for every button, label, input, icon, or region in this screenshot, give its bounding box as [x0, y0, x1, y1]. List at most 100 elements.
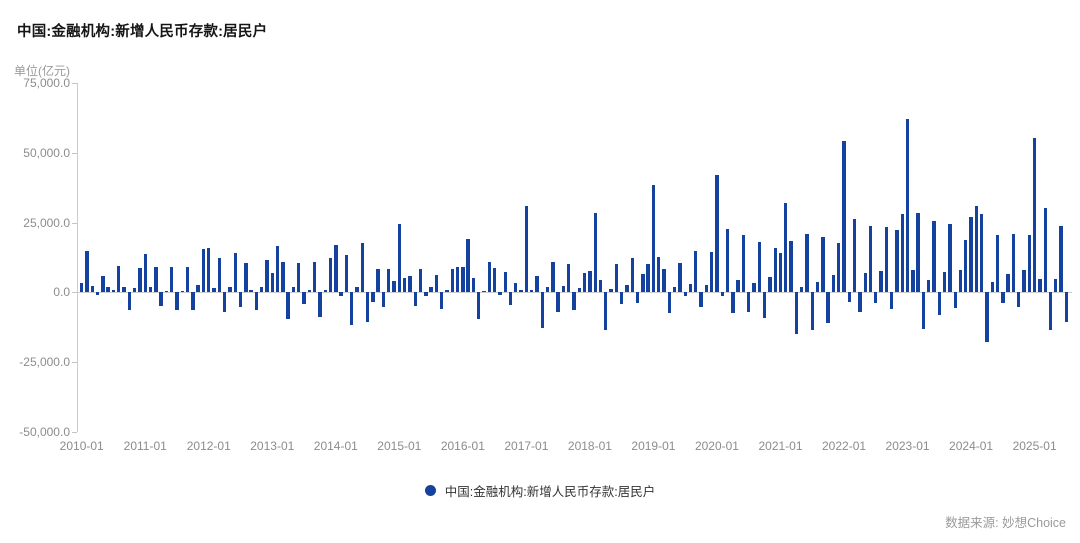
- bar-2020-04[interactable]: [731, 292, 735, 314]
- bar-2015-11[interactable]: [450, 268, 454, 293]
- bar-2016-09[interactable]: [503, 272, 507, 293]
- bar-2024-12[interactable]: [1027, 234, 1032, 293]
- bar-2014-03[interactable]: [344, 255, 349, 293]
- bar-2010-03[interactable]: [90, 285, 94, 293]
- bar-2025-03[interactable]: [1043, 208, 1047, 293]
- bar-2014-12[interactable]: [392, 281, 396, 293]
- bar-2017-05[interactable]: [545, 286, 550, 293]
- bar-2014-10[interactable]: [381, 292, 386, 307]
- bar-2017-11[interactable]: [577, 288, 582, 293]
- bar-2021-09[interactable]: [821, 237, 825, 293]
- bar-2021-05[interactable]: [799, 287, 804, 293]
- bar-2018-07[interactable]: [619, 292, 624, 305]
- bar-2016-06[interactable]: [487, 262, 492, 293]
- bar-2010-01[interactable]: [80, 283, 84, 293]
- bar-2018-04[interactable]: [604, 292, 608, 330]
- bar-2015-03[interactable]: [408, 276, 412, 293]
- bar-2016-01[interactable]: [461, 267, 465, 293]
- bar-2022-10[interactable]: [889, 292, 894, 309]
- bar-2011-11[interactable]: [196, 285, 200, 293]
- bar-2016-03[interactable]: [471, 277, 476, 293]
- bar-2012-06[interactable]: [233, 252, 237, 293]
- bar-2016-07[interactable]: [492, 268, 497, 293]
- bar-2022-11[interactable]: [895, 230, 899, 293]
- bar-2024-03[interactable]: [979, 214, 984, 293]
- bar-2023-03[interactable]: [916, 212, 920, 293]
- bar-2018-06[interactable]: [614, 264, 619, 293]
- bar-2021-02[interactable]: [784, 203, 788, 293]
- bar-2014-01[interactable]: [334, 244, 338, 293]
- bar-2021-06[interactable]: [805, 233, 809, 293]
- bar-2025-05[interactable]: [1054, 279, 1058, 293]
- bar-2015-07[interactable]: [429, 287, 433, 293]
- bar-2023-02[interactable]: [911, 270, 915, 293]
- bar-2022-07[interactable]: [874, 292, 878, 304]
- bar-2025-04[interactable]: [1048, 292, 1053, 331]
- bar-2017-04[interactable]: [540, 292, 544, 328]
- bar-2013-01[interactable]: [270, 272, 274, 293]
- bar-2017-08[interactable]: [561, 285, 566, 293]
- bar-2014-08[interactable]: [371, 292, 375, 302]
- bar-2012-02[interactable]: [212, 287, 216, 293]
- bar-2022-09[interactable]: [884, 227, 889, 293]
- bar-2012-08[interactable]: [244, 263, 248, 293]
- bar-2012-04[interactable]: [222, 292, 227, 313]
- bar-2016-02[interactable]: [466, 238, 470, 293]
- bar-2022-04[interactable]: [858, 292, 862, 313]
- bar-2020-12[interactable]: [773, 247, 777, 293]
- bar-2024-06[interactable]: [995, 235, 1000, 293]
- bar-2018-11[interactable]: [641, 274, 645, 293]
- bar-2010-07[interactable]: [111, 290, 116, 293]
- bar-2023-05[interactable]: [927, 280, 931, 293]
- bar-2025-02[interactable]: [1038, 279, 1042, 293]
- bar-2024-07[interactable]: [1001, 292, 1005, 304]
- bar-2019-09[interactable]: [694, 251, 698, 293]
- bar-2014-07[interactable]: [365, 292, 370, 323]
- bar-2023-08[interactable]: [942, 272, 947, 293]
- bar-2010-08[interactable]: [117, 265, 121, 293]
- bar-2013-11[interactable]: [323, 290, 327, 293]
- bar-2022-01[interactable]: [842, 141, 846, 293]
- bar-2018-09[interactable]: [630, 257, 634, 293]
- bar-2025-07[interactable]: [1064, 292, 1069, 323]
- bar-2017-01[interactable]: [524, 206, 529, 293]
- bar-2011-03[interactable]: [154, 267, 158, 293]
- bar-2013-03[interactable]: [281, 261, 285, 293]
- bar-2016-12[interactable]: [519, 289, 523, 293]
- bar-2020-06[interactable]: [741, 234, 746, 293]
- bar-2023-06[interactable]: [932, 220, 936, 293]
- bar-2019-03[interactable]: [662, 268, 666, 293]
- bar-2015-12[interactable]: [455, 267, 460, 293]
- bar-2017-12[interactable]: [582, 272, 587, 293]
- bar-2019-10[interactable]: [699, 292, 703, 308]
- bar-2021-07[interactable]: [810, 292, 814, 330]
- bar-2023-09[interactable]: [948, 223, 952, 293]
- bar-2017-10[interactable]: [572, 292, 576, 311]
- bar-2019-08[interactable]: [688, 284, 693, 293]
- bar-2015-09[interactable]: [439, 292, 444, 310]
- bar-2020-02[interactable]: [720, 292, 724, 297]
- bar-2017-07[interactable]: [556, 292, 560, 313]
- bar-2018-12[interactable]: [646, 263, 650, 293]
- bar-2014-06[interactable]: [360, 242, 364, 293]
- bar-2012-05[interactable]: [228, 286, 232, 293]
- bar-2013-04[interactable]: [286, 292, 290, 320]
- bar-2016-04[interactable]: [477, 292, 481, 319]
- bar-2013-07[interactable]: [302, 292, 306, 304]
- bar-2018-05[interactable]: [609, 288, 613, 293]
- bar-2017-03[interactable]: [535, 275, 539, 293]
- bar-2020-07[interactable]: [747, 292, 751, 313]
- bar-2022-05[interactable]: [863, 273, 867, 293]
- bar-2024-05[interactable]: [990, 282, 994, 293]
- bar-2020-01[interactable]: [715, 175, 719, 293]
- bar-2011-07[interactable]: [175, 292, 179, 311]
- bar-2017-09[interactable]: [567, 264, 571, 293]
- bar-2020-10[interactable]: [762, 292, 767, 318]
- bar-2019-01[interactable]: [651, 184, 656, 293]
- bar-2014-04[interactable]: [349, 292, 354, 326]
- bar-2017-02[interactable]: [529, 289, 534, 293]
- bar-2021-01[interactable]: [778, 253, 783, 293]
- bar-2017-06[interactable]: [551, 262, 555, 293]
- bar-2010-12[interactable]: [138, 267, 142, 293]
- bar-2012-01[interactable]: [207, 247, 211, 293]
